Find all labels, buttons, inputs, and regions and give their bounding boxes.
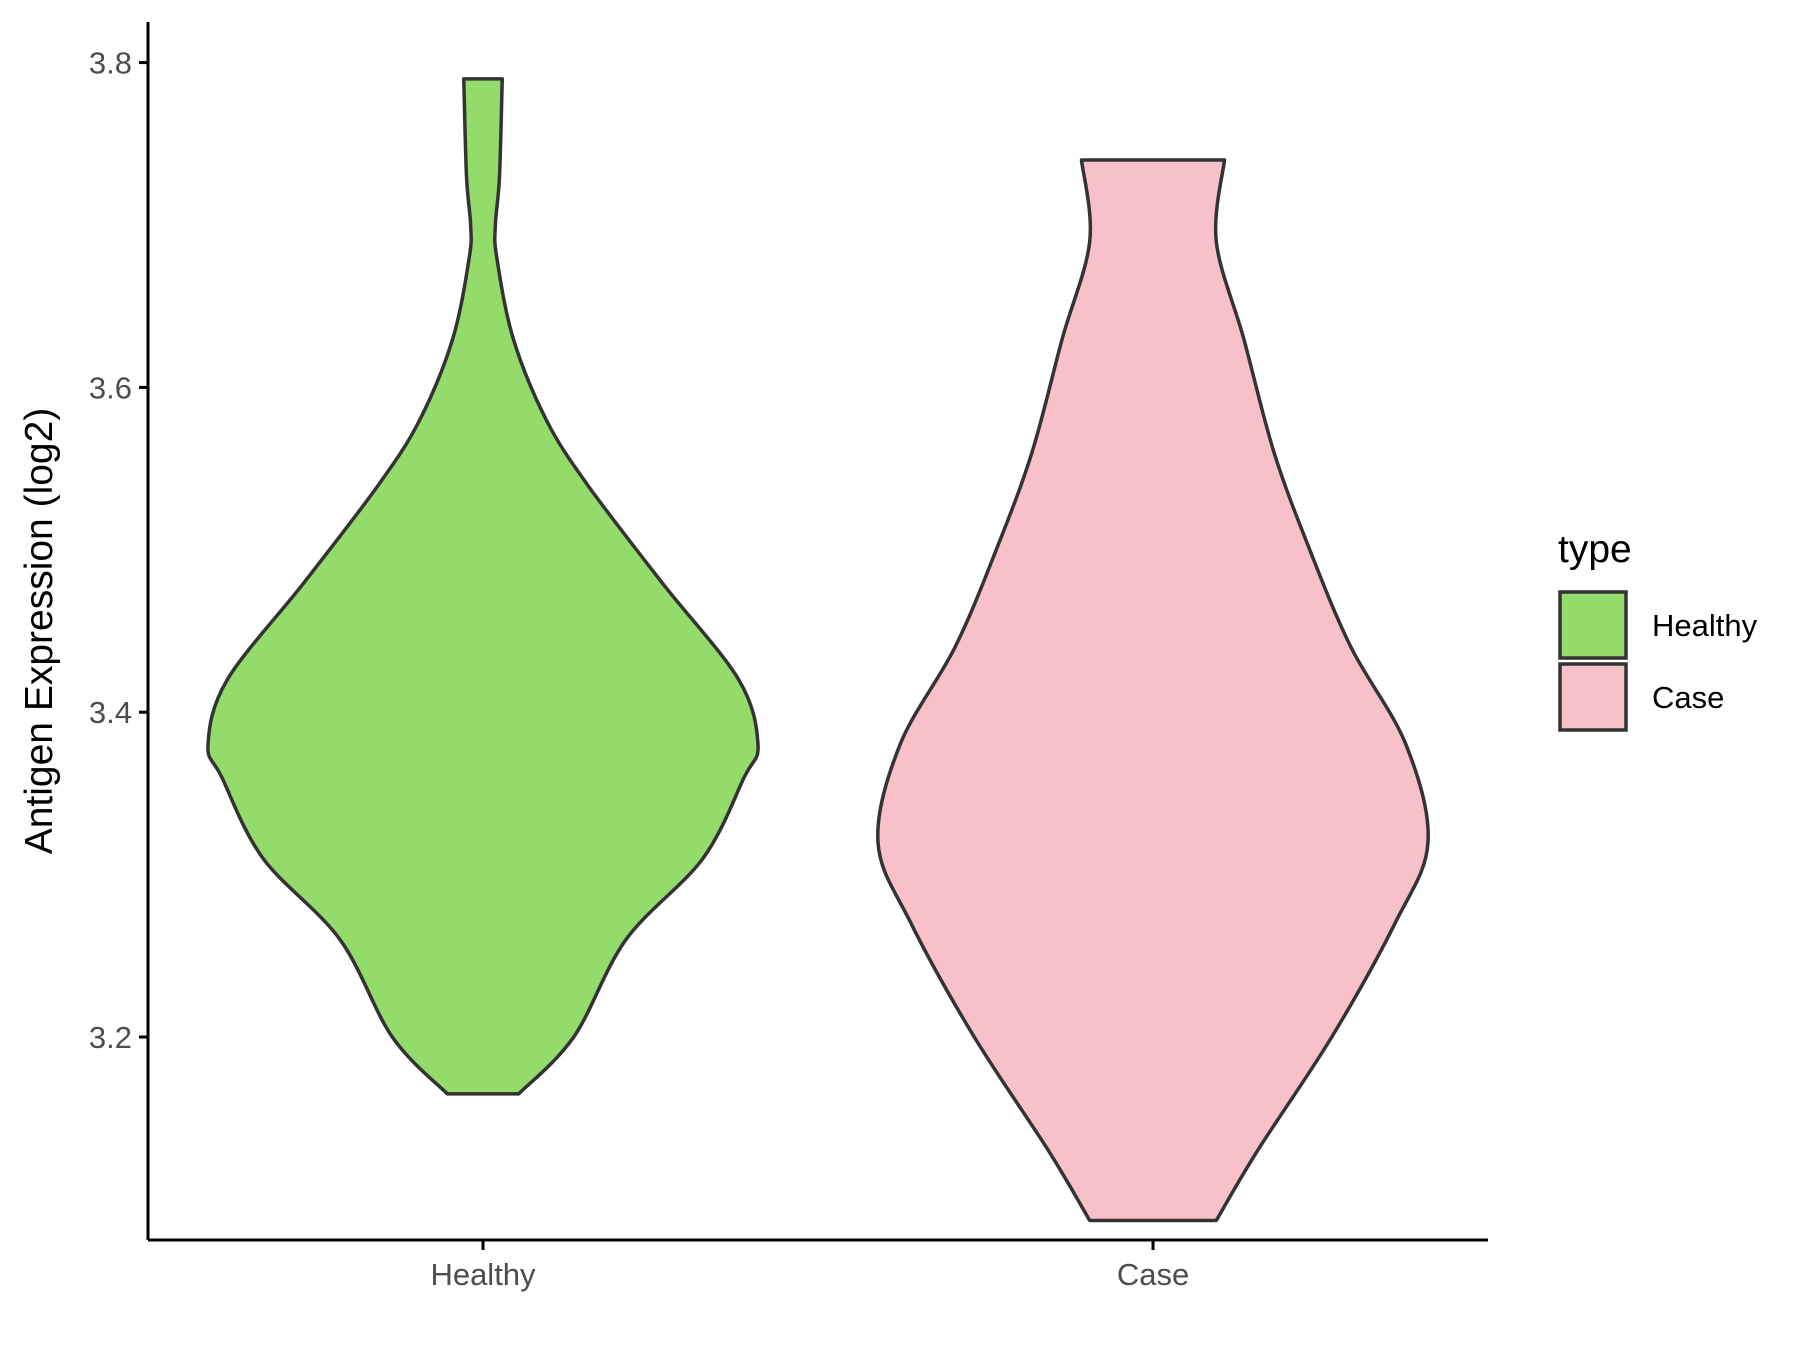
x-axis-ticks: Healthy Case: [430, 1240, 1189, 1292]
y-tick-label: 3.4: [89, 695, 132, 730]
y-axis-title: Antigen Expression (log2): [18, 408, 61, 855]
x-tick-label: Case: [1117, 1257, 1189, 1292]
x-tick-label: Healthy: [430, 1257, 536, 1292]
y-axis-ticks: 3.2 3.4 3.6 3.8: [89, 46, 148, 1055]
plot-area: [206, 77, 1430, 1223]
legend-swatch-case: [1558, 662, 1628, 732]
legend-label-healthy: Healthy: [1652, 608, 1758, 643]
axes: 3.2 3.4 3.6 3.8 Healthy Case Antigen Express…: [18, 22, 1488, 1292]
legend-title: type: [1558, 528, 1632, 571]
legend-swatch-healthy: [1558, 590, 1628, 660]
y-tick-label: 3.8: [89, 46, 132, 81]
violin-case: [876, 158, 1430, 1223]
legend-label-case: Case: [1652, 680, 1724, 715]
y-tick-label: 3.6: [89, 370, 132, 405]
violin-healthy: [206, 77, 760, 1096]
legend: type Healthy Case: [1558, 528, 1758, 732]
y-tick-label: 3.2: [89, 1020, 132, 1055]
